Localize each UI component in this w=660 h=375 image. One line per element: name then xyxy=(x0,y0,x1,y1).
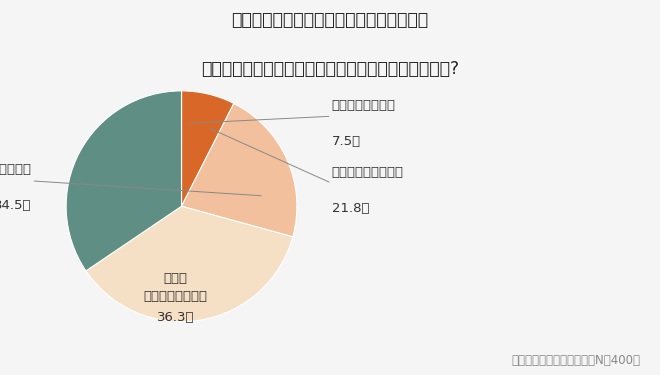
Text: 36.3％: 36.3％ xyxy=(157,311,195,324)
Text: 21.8％: 21.8％ xyxy=(331,202,369,214)
Text: 確実に影響がある: 確実に影響がある xyxy=(331,99,395,112)
Wedge shape xyxy=(182,104,297,237)
Text: おそらく影響がある: おそらく影響がある xyxy=(331,165,403,178)
Wedge shape xyxy=(66,91,182,271)
Text: 部下の人事評価・考課に何か影響があると思いますか?: 部下の人事評価・考課に何か影響があると思いますか? xyxy=(201,60,459,78)
Text: 34.5％: 34.5％ xyxy=(0,200,32,212)
Wedge shape xyxy=(182,91,234,206)
Text: 影響はない: 影響はない xyxy=(0,163,32,176)
Text: 「テレワーク」を用いた在宅勤務の中で、: 「テレワーク」を用いた在宅勤務の中で、 xyxy=(232,11,428,29)
Wedge shape xyxy=(86,206,293,322)
Text: マンパワーグループ調べ（N＝400）: マンパワーグループ調べ（N＝400） xyxy=(512,354,640,368)
Text: 影響が: 影響が xyxy=(164,272,187,285)
Text: あるかもしれない: あるかもしれない xyxy=(144,290,208,303)
Text: 7.5％: 7.5％ xyxy=(331,135,360,148)
